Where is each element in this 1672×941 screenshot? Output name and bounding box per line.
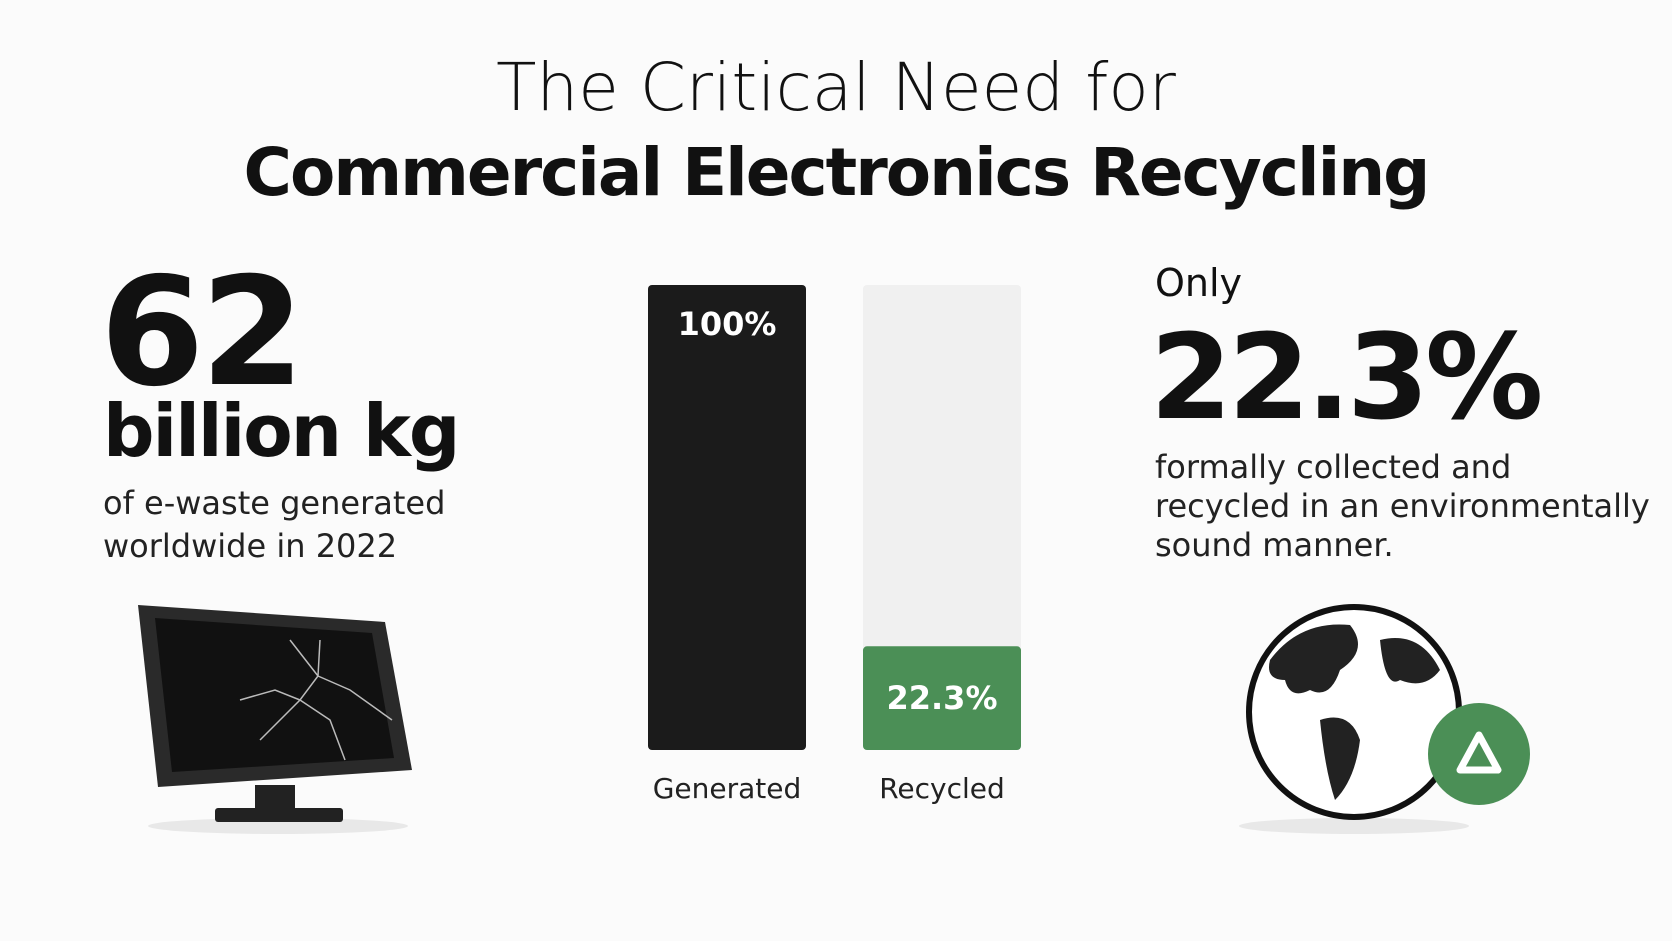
broken-monitor-icon	[138, 605, 412, 834]
bar	[863, 646, 1021, 750]
globe-recycle-icon	[1239, 604, 1530, 834]
right-number: 22.3%	[1150, 308, 1540, 446]
left-unit: billion kg	[103, 389, 458, 473]
subtitle: Commercial Electronics Recycling	[244, 134, 1429, 211]
right-desc: recycled in an environmentally	[1155, 487, 1650, 525]
right-desc: formally collected and	[1155, 448, 1511, 486]
category-label: Recycled	[879, 772, 1005, 805]
bar-track	[863, 285, 1021, 750]
category-label: Generated	[653, 772, 802, 805]
left-desc: worldwide in 2022	[103, 527, 397, 565]
right-prefix: Only	[1155, 261, 1242, 305]
right-desc: sound manner.	[1155, 526, 1394, 564]
value-label: 22.3%	[886, 679, 997, 717]
left-desc: of e-waste generated	[103, 484, 445, 522]
title: The Critical Need for	[496, 49, 1177, 126]
left-number: 62	[100, 246, 301, 420]
bar	[648, 285, 806, 750]
value-label: 100%	[678, 305, 777, 343]
